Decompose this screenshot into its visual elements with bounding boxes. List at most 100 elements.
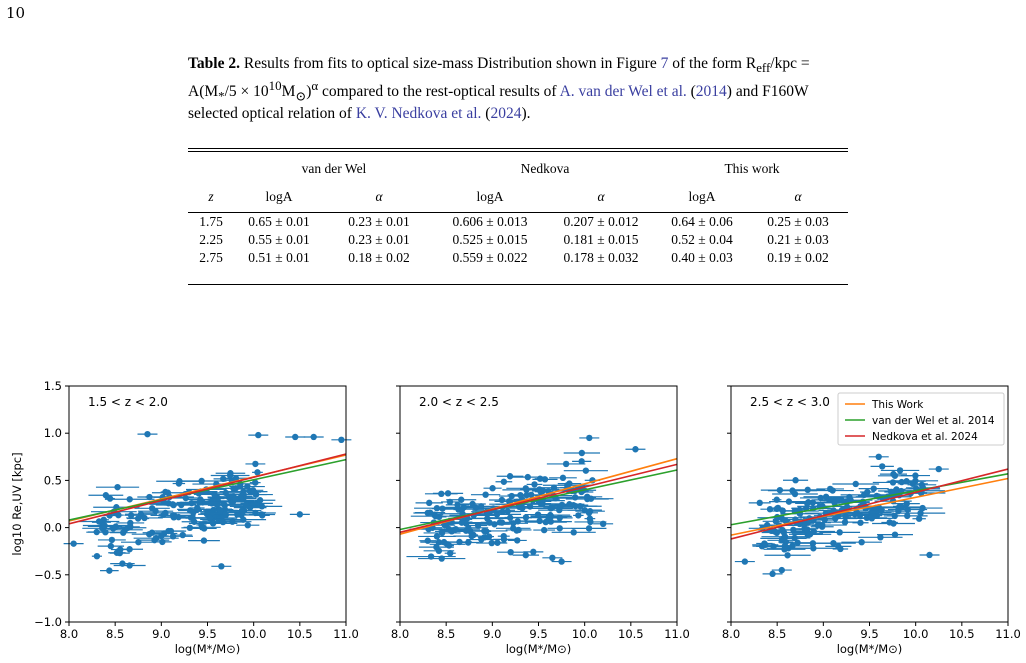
chart-panel-1: 8.0 8.5 9.0 9.5 10.0 10.5 11.0 −1.0 −0.5 0.0 0.5 1.…: [10, 379, 359, 656]
data-point: [146, 530, 153, 538]
caption-text: /5 × 10: [224, 83, 269, 101]
data-point: [252, 479, 259, 486]
caption-sub: *: [218, 88, 225, 104]
table-cell: 0.23 ± 0.01: [348, 232, 410, 247]
page-number: 10: [6, 4, 26, 22]
data-point: [805, 499, 812, 506]
data-point: [458, 496, 465, 503]
data-point: [570, 529, 577, 536]
x-tick-label: 9.0: [152, 627, 170, 641]
x-tick-label: 10.0: [241, 627, 267, 641]
data-point: [179, 531, 186, 539]
citation-year-link[interactable]: 2024: [490, 105, 522, 123]
data-point: [200, 537, 208, 544]
data-point: [586, 434, 593, 442]
citation-year-link[interactable]: 2014: [695, 83, 727, 101]
x-tick-label: 9.0: [483, 627, 501, 641]
data-point: [433, 504, 441, 512]
table-cell: 0.559 ± 0.022: [452, 250, 528, 265]
data-point: [542, 518, 549, 526]
y-tick-label: 0.0: [44, 521, 62, 535]
data-point: [249, 487, 257, 494]
data-point: [784, 552, 791, 559]
data-point: [95, 518, 103, 525]
caption-text: Results from fits to optical size-mass D…: [239, 55, 661, 72]
data-point: [160, 511, 167, 518]
x-tick-label: 11.0: [333, 627, 359, 641]
data-point: [454, 501, 461, 509]
fit-line: [730, 477, 1009, 536]
fit-line: [68, 458, 347, 521]
figure-ref-link[interactable]: 7: [660, 55, 669, 72]
data-point: [158, 532, 165, 540]
data-point: [741, 558, 749, 565]
data-point: [120, 529, 127, 536]
x-tick-label: 8.0: [60, 627, 78, 641]
data-point: [578, 449, 586, 457]
data-point: [488, 539, 495, 547]
citation-link-nedkova[interactable]: K. V. Nedkova et al.: [355, 105, 482, 123]
panel-label: 1.5 < z < 2.0: [88, 395, 168, 409]
data-point: [206, 514, 214, 522]
data-point: [425, 499, 433, 507]
data-point: [540, 526, 548, 534]
data-point: [806, 531, 814, 538]
data-point: [831, 499, 838, 507]
data-point: [782, 517, 789, 524]
data-point: [474, 522, 482, 529]
data-point: [526, 503, 534, 510]
data-point: [877, 534, 884, 541]
data-point: [891, 472, 899, 479]
data-point: [830, 539, 837, 547]
data-point: [126, 496, 133, 503]
data-point: [524, 473, 531, 481]
citation-link-van-der-wel[interactable]: A. van der Wel et al.: [559, 83, 687, 101]
data-point: [508, 492, 515, 500]
fit-line: [730, 468, 1009, 540]
data-point: [836, 529, 843, 536]
data-point: [440, 538, 448, 546]
data-point: [244, 521, 251, 529]
data-point: [556, 514, 563, 522]
data-point: [837, 545, 844, 553]
y-tick-label: 0.5: [44, 473, 62, 487]
size-mass-figure: 8.0 8.5 9.0 9.5 10.0 10.5 11.0 −1.0 −0.5 0.0 0.5 1.…: [10, 379, 1021, 656]
caption-sup: 10: [268, 78, 282, 94]
table-group-header: This work: [724, 161, 780, 176]
data-point: [803, 526, 811, 533]
x-tick-label: 10.5: [618, 627, 644, 641]
data-point: [909, 480, 916, 487]
point-cloud: [406, 449, 614, 562]
legend-box: [837, 392, 1005, 446]
data-point: [875, 453, 882, 460]
data-point: [514, 537, 521, 544]
data-point: [456, 538, 463, 546]
data-point: [585, 525, 593, 532]
y-axis-label: log10 Re,UV [kpc]: [10, 452, 24, 555]
data-point: [196, 499, 203, 506]
table-col-header: α: [597, 189, 605, 204]
y-tick-label: 1.5: [44, 379, 62, 393]
data-point: [822, 493, 830, 500]
data-point: [868, 515, 875, 522]
data-point: [926, 551, 933, 559]
data-point: [915, 515, 923, 522]
data-point: [469, 500, 476, 508]
data-point: [102, 492, 110, 499]
data-point: [810, 545, 817, 552]
table-row: 2.75 0.51 ± 0.01 0.18 ± 0.02 0.559 ± 0.0…: [188, 249, 848, 267]
table-row: 2.25 0.55 ± 0.01 0.23 ± 0.01 0.525 ± 0.0…: [188, 231, 848, 249]
table-col-header: z: [208, 189, 214, 204]
table-cell: 0.51 ± 0.01: [248, 250, 310, 265]
data-point: [108, 536, 116, 544]
caption-text: /kpc = A(M: [188, 55, 810, 101]
table-group-header: van der Wel: [301, 161, 367, 176]
data-point: [165, 527, 172, 535]
caption-text: ) and F160W selected optical relation of: [188, 83, 809, 123]
data-point: [781, 546, 788, 553]
table-bottom-rule: [188, 284, 848, 285]
x-axis-label: log(M*/M⊙): [837, 642, 903, 656]
data-point: [226, 472, 234, 479]
table-col-header: logA: [265, 189, 293, 204]
table-cell: 2.75: [199, 250, 223, 265]
